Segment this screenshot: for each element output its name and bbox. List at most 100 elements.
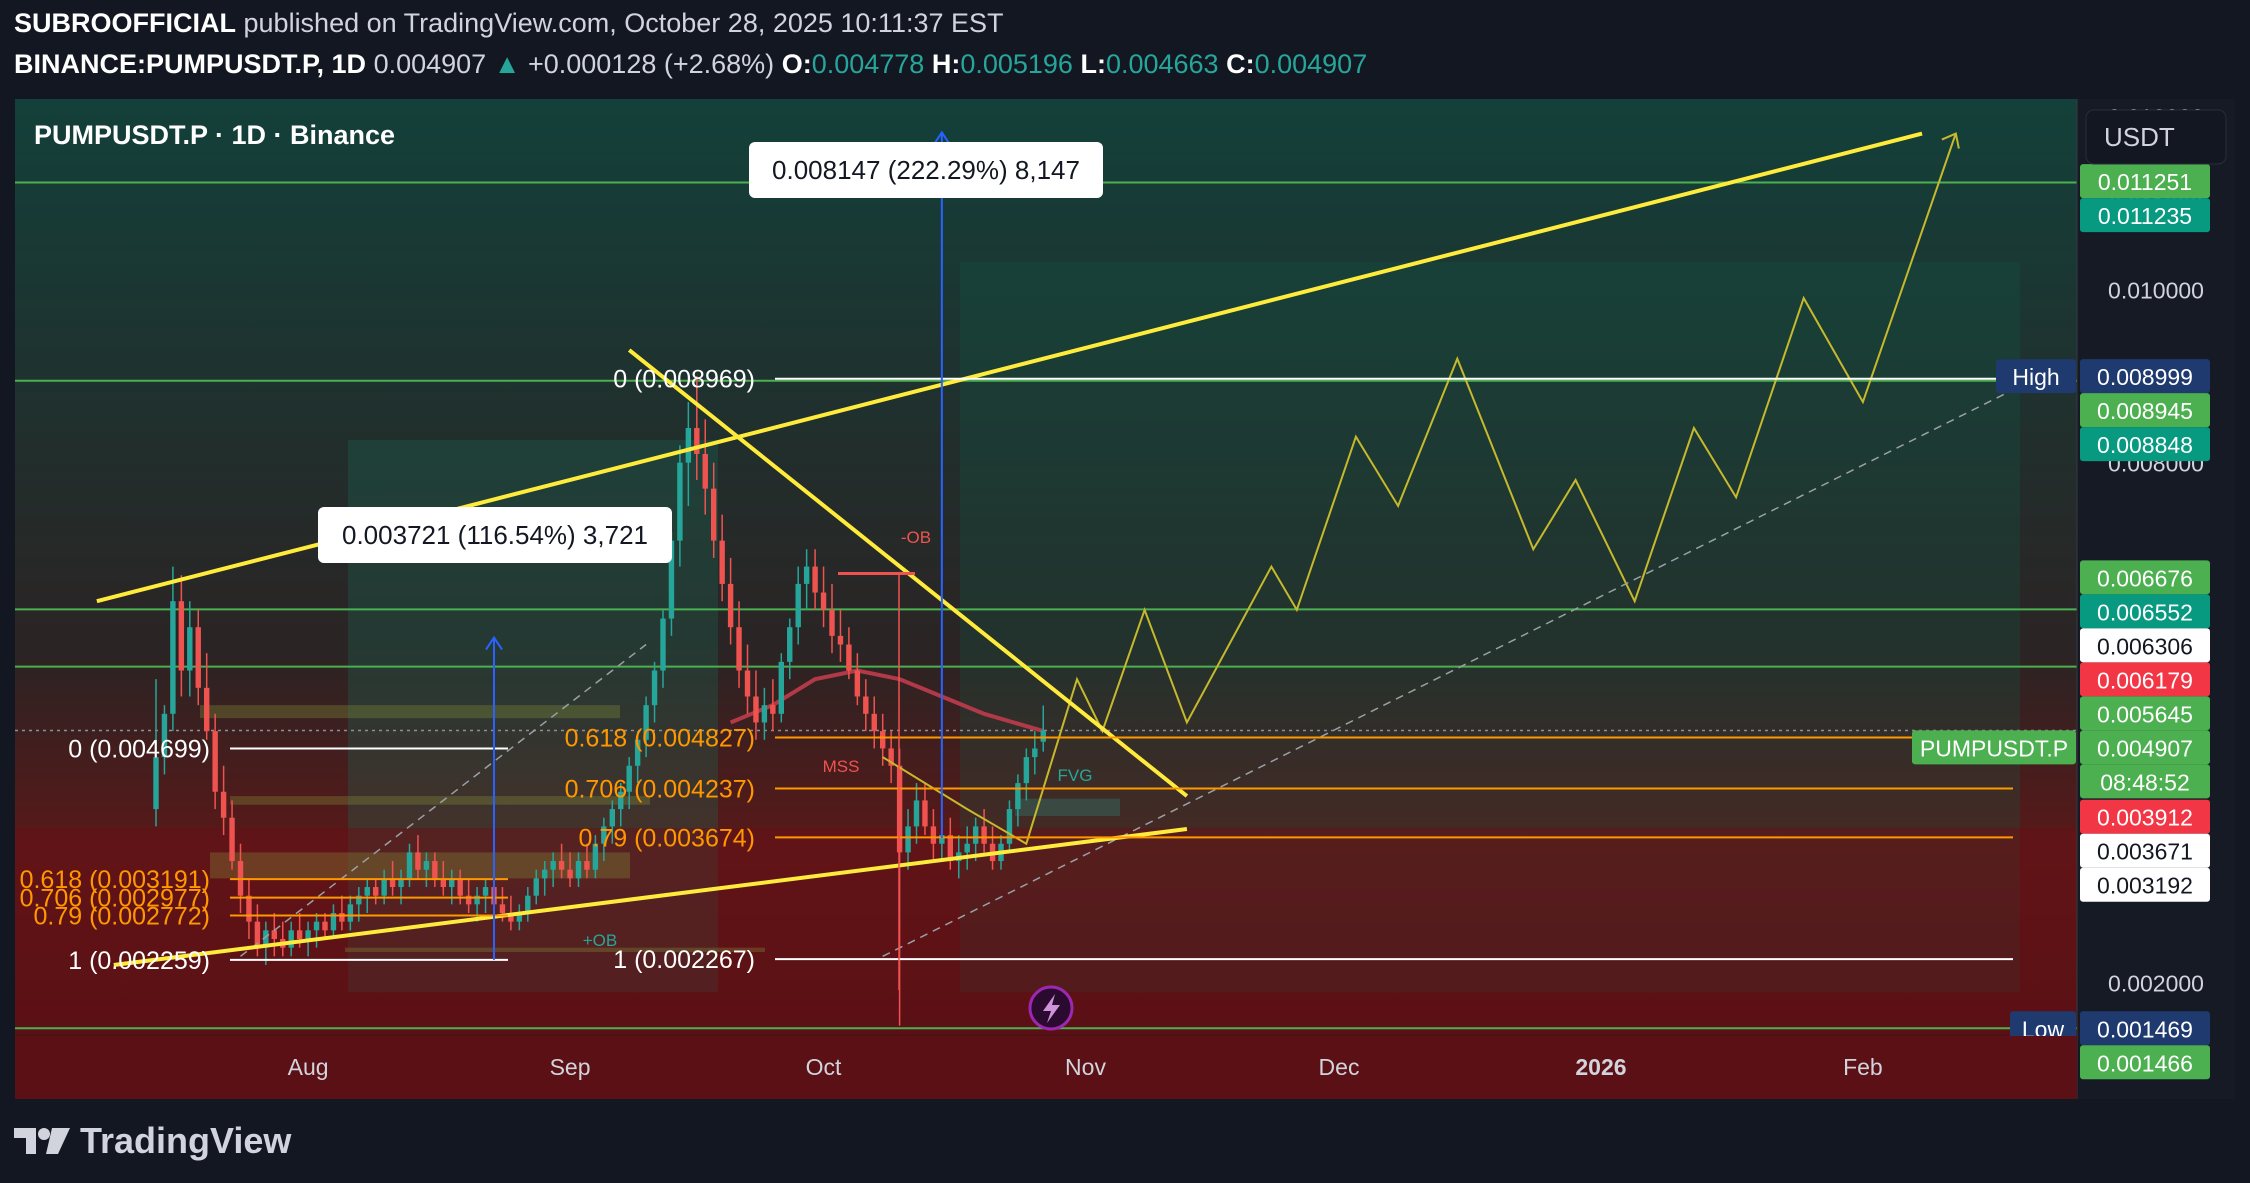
candle-body bbox=[626, 765, 632, 792]
fib-level-label: 0.706 (0.004237) bbox=[565, 776, 755, 804]
price-label: 0.011251 bbox=[2080, 164, 2210, 199]
price-tag-box bbox=[1912, 730, 2076, 765]
close-label: C: bbox=[1226, 49, 1255, 79]
candle bbox=[677, 445, 683, 567]
candle bbox=[339, 895, 345, 931]
symbol-name[interactable]: BINANCE:PUMPUSDT.P, 1D bbox=[14, 49, 367, 79]
x-axis-tick-label: 2026 bbox=[1575, 1054, 1626, 1080]
candle-body bbox=[905, 826, 911, 853]
candle-body bbox=[778, 661, 784, 714]
candle bbox=[542, 861, 548, 896]
candle bbox=[787, 618, 793, 680]
author-name[interactable]: SUBROOFFICIAL bbox=[14, 8, 236, 38]
price-label-text: 0.008848 bbox=[2097, 432, 2193, 458]
price-label-text: 0.003192 bbox=[2097, 873, 2193, 899]
price-label: 0.006552 bbox=[2080, 594, 2210, 629]
candle bbox=[584, 843, 590, 879]
countdown-text: 08:48:52 bbox=[2100, 769, 2190, 795]
candle bbox=[465, 878, 472, 914]
price-label-box bbox=[2080, 560, 2210, 595]
candle bbox=[220, 765, 227, 836]
candle bbox=[711, 462, 717, 558]
candle-body bbox=[178, 601, 185, 671]
price-label: 0.011235 bbox=[2080, 198, 2210, 233]
fib-level-label: 1 (0.002259) bbox=[68, 947, 210, 975]
candle bbox=[922, 783, 928, 836]
candle-body bbox=[415, 852, 421, 870]
marker-mss: MSS bbox=[823, 757, 860, 776]
candle-body bbox=[913, 800, 920, 827]
tradingview-logo-icon bbox=[14, 1128, 70, 1154]
candle-body bbox=[761, 705, 768, 723]
candle bbox=[187, 601, 193, 697]
price-label-box bbox=[2080, 628, 2210, 663]
candle-body bbox=[854, 670, 861, 697]
candle-body bbox=[212, 731, 218, 792]
candle-body bbox=[753, 696, 759, 723]
price-label-text: 0.001469 bbox=[2097, 1016, 2193, 1042]
x-axis-tick-label: Sep bbox=[550, 1054, 591, 1080]
x-axis-tick-label: Feb bbox=[1843, 1054, 1883, 1080]
candle-body bbox=[592, 843, 599, 870]
candle-body bbox=[795, 583, 801, 628]
candle bbox=[947, 817, 953, 870]
candle bbox=[178, 575, 185, 697]
candle-body bbox=[609, 809, 615, 827]
candle-body bbox=[482, 887, 489, 896]
candle-body bbox=[694, 427, 700, 454]
fib-level-label: 0 (0.008969) bbox=[613, 366, 755, 394]
order-block-zone bbox=[230, 796, 650, 805]
candle bbox=[550, 852, 556, 888]
candle-body bbox=[744, 670, 751, 697]
currency-button[interactable]: USDT bbox=[2085, 109, 2227, 165]
time-axis[interactable] bbox=[15, 1036, 2077, 1099]
measure-label-box bbox=[749, 142, 1103, 198]
candle-body bbox=[871, 713, 877, 732]
candle-body bbox=[634, 739, 641, 766]
candle-body bbox=[263, 930, 269, 948]
fib-level-label: 0 (0.004699) bbox=[68, 736, 210, 764]
price-label: 0.003671 bbox=[2080, 833, 2210, 868]
candle bbox=[432, 852, 438, 888]
candle bbox=[744, 644, 751, 714]
lightning-icon[interactable] bbox=[1028, 985, 1074, 1031]
price-label-box bbox=[2080, 393, 2210, 428]
candle-body bbox=[339, 913, 345, 922]
fvg-zone bbox=[1015, 798, 1120, 817]
price-change: +0.000128 (+2.68%) bbox=[527, 49, 775, 79]
candle-body bbox=[406, 852, 413, 879]
candle-body bbox=[457, 878, 463, 896]
candle-body bbox=[246, 895, 252, 922]
candle-body bbox=[829, 609, 835, 636]
price-label: 0.008945 bbox=[2080, 393, 2210, 428]
price-label-text: 0.006552 bbox=[2097, 599, 2193, 625]
candle-body bbox=[254, 921, 261, 948]
candle-body bbox=[939, 835, 945, 844]
price-label-text: 0.011251 bbox=[2098, 169, 2192, 195]
price-label-box bbox=[2080, 730, 2210, 765]
candle bbox=[651, 661, 658, 723]
candle-body bbox=[880, 731, 886, 749]
fib-retracement: 0 (0.008969) 0.618 (0.004827) 0.706 (0.004… bbox=[565, 366, 2013, 974]
price-label-box bbox=[2080, 164, 2210, 199]
open-label: O: bbox=[781, 49, 812, 79]
candle bbox=[204, 653, 210, 740]
price-tag-box bbox=[1996, 359, 2076, 394]
price-label-text: 0.005645 bbox=[2097, 701, 2193, 727]
candle-body bbox=[474, 895, 480, 905]
candle-body bbox=[322, 921, 328, 931]
candle-body bbox=[803, 566, 810, 584]
candle-body bbox=[423, 861, 430, 870]
tradingview-logo[interactable]: TradingView bbox=[14, 1120, 291, 1162]
candle-body bbox=[685, 427, 692, 463]
candle bbox=[601, 817, 607, 862]
candle-body bbox=[533, 878, 539, 896]
candle-body bbox=[820, 592, 827, 610]
order-block-zone bbox=[345, 947, 765, 952]
candle-body bbox=[787, 627, 793, 662]
candle-body bbox=[972, 826, 979, 844]
candle bbox=[212, 713, 218, 810]
candle bbox=[719, 514, 725, 602]
y-axis-tick-label: 0.002000 bbox=[2108, 970, 2204, 996]
